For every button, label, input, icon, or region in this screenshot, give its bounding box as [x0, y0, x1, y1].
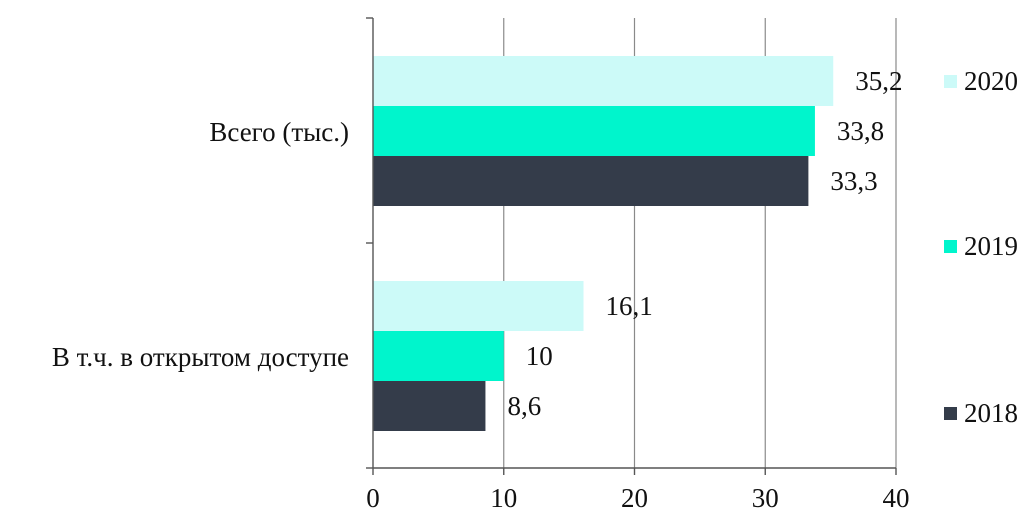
legend-label-2020: 2020 [964, 66, 1018, 96]
bars [373, 56, 834, 431]
labels: 35,2 33,8 33,3 16,1 10 8,6 0 10 20 30 40 Всего (тыс… [52, 66, 910, 513]
legend-label-2018: 2018 [964, 398, 1018, 428]
bar-2019 [373, 106, 815, 156]
data-label: 33,3 [830, 166, 877, 196]
axes [366, 17, 897, 475]
legend-label-2019: 2019 [964, 231, 1018, 261]
bar-2018 [373, 156, 809, 206]
legend-swatch-2018 [944, 407, 957, 420]
x-tick-label: 30 [752, 483, 779, 513]
data-label: 33,8 [837, 116, 884, 146]
legend-swatch-2019 [944, 240, 957, 253]
legend-swatch-2020 [944, 75, 957, 88]
legend: 2020 2019 2018 [944, 66, 1018, 428]
data-label: 16,1 [606, 291, 653, 321]
category-label: Всего (тыс.) [209, 117, 349, 147]
bar-2018 [373, 381, 486, 431]
x-tick-label: 10 [490, 483, 517, 513]
data-label: 8,6 [507, 391, 541, 421]
x-tick-label: 20 [621, 483, 648, 513]
bar-2020 [373, 281, 584, 331]
x-tick-label: 40 [883, 483, 910, 513]
bar-2019 [373, 331, 504, 381]
data-label: 35,2 [855, 66, 902, 96]
bar-2020 [373, 56, 834, 106]
category-label: В т.ч. в открытом доступе [52, 342, 349, 372]
x-tick-label: 0 [366, 483, 380, 513]
data-label: 10 [526, 341, 553, 371]
